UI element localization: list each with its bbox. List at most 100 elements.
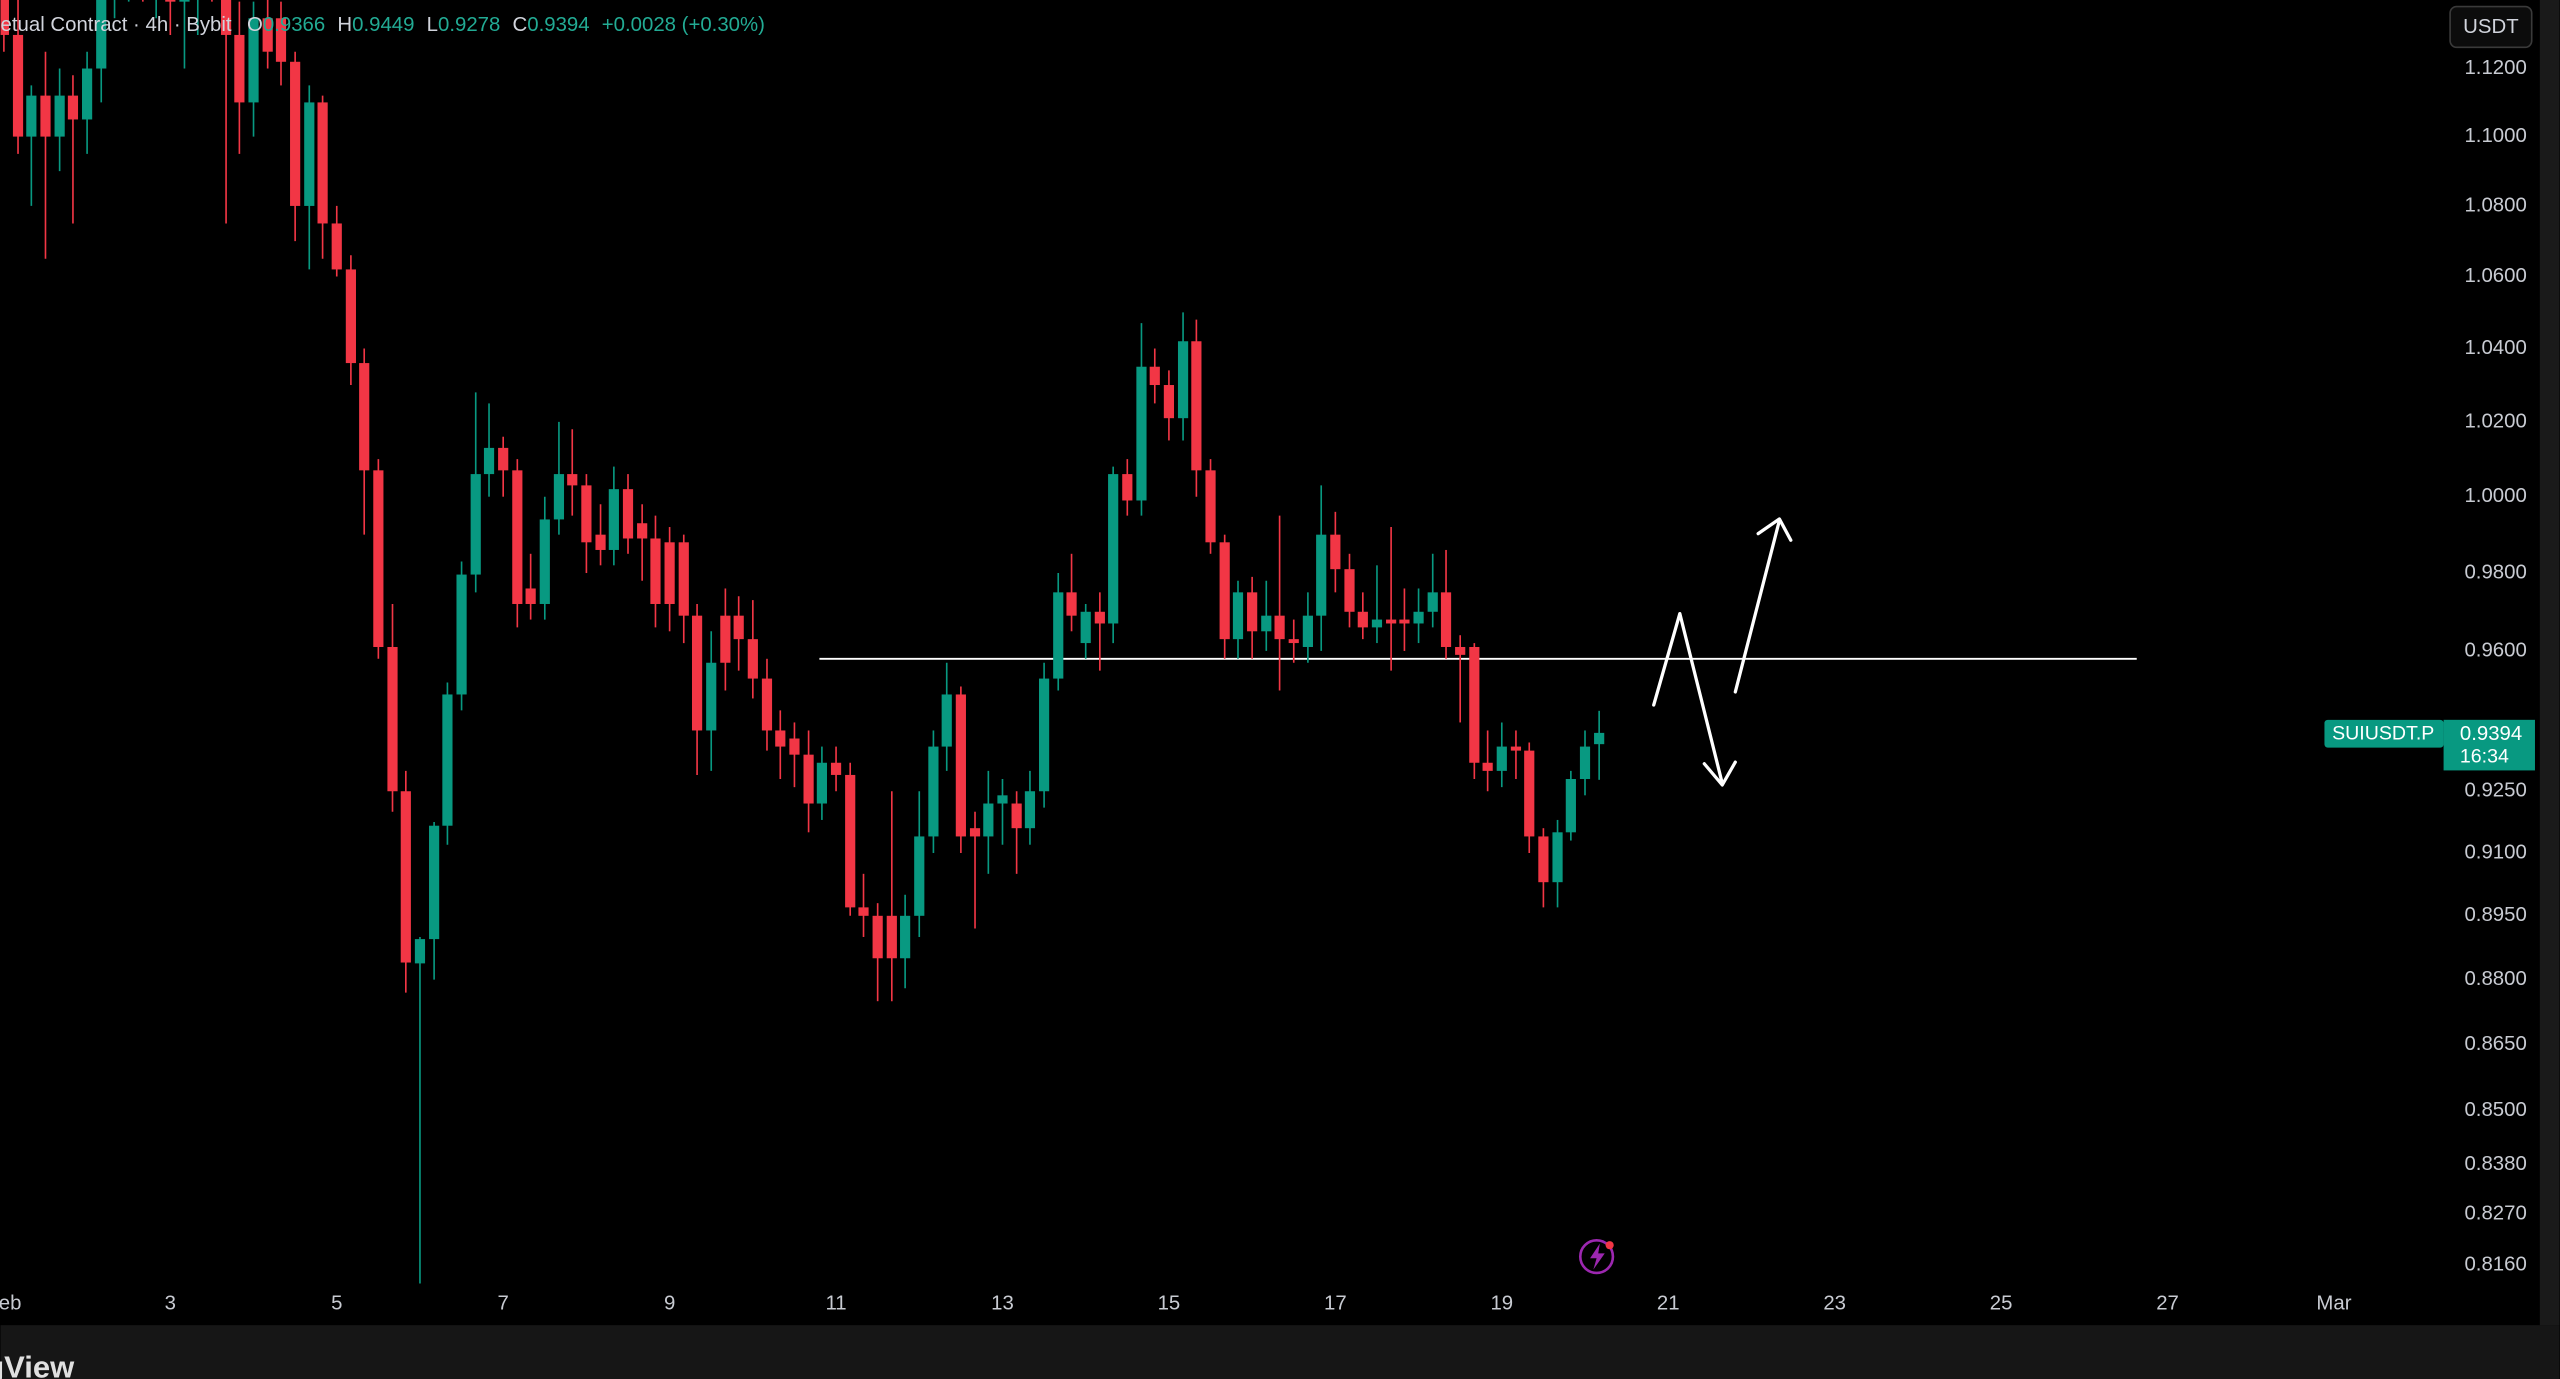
legend-value: 0.9449 — [352, 15, 414, 37]
x-tick-label: Mar — [2316, 1292, 2351, 1314]
candle-body — [345, 269, 356, 364]
x-tick-label: 27 — [2156, 1292, 2179, 1314]
candle-body — [706, 662, 717, 731]
x-tick-label: 15 — [1158, 1292, 1181, 1314]
candle-body — [387, 646, 398, 792]
x-tick-label: 11 — [825, 1292, 846, 1314]
candle-body — [498, 447, 509, 471]
arrowhead — [1702, 760, 1737, 787]
candle-body — [1594, 732, 1605, 745]
candle-body — [1524, 750, 1535, 837]
y-tick-label: 1.0400 — [2464, 337, 2526, 359]
candle-body — [1330, 534, 1341, 570]
drawing-arrows — [1652, 517, 1793, 787]
y-tick-label: 1.0800 — [2464, 194, 2526, 216]
candle-body — [262, 18, 273, 52]
x-tick-label: 19 — [1490, 1292, 1513, 1314]
candle-body — [539, 519, 550, 604]
y-tick-label: 0.8950 — [2464, 904, 2526, 926]
x-tick-label: 21 — [1657, 1292, 1680, 1314]
y-tick-label: 0.8270 — [2464, 1203, 2526, 1225]
candle-body — [789, 738, 800, 755]
candle-body — [1496, 746, 1507, 771]
side-bar — [2539, 0, 2560, 1326]
candle-body — [1094, 611, 1105, 624]
candle-body — [900, 915, 911, 959]
zigzag — [1652, 611, 1724, 785]
currency-button[interactable] — [2449, 5, 2533, 49]
y-tick-label: 0.8380 — [2464, 1153, 2526, 1175]
price-box — [2443, 719, 2535, 771]
legend-label: O — [247, 15, 263, 37]
x-tick-label: 13 — [991, 1292, 1014, 1314]
legend-value: 0.9278 — [438, 15, 500, 37]
symbol-box — [2324, 719, 2444, 748]
legend-change: +0.0028 (+0.30%) — [602, 15, 765, 37]
candle-body — [914, 836, 925, 916]
candle-body — [220, 0, 232, 35]
candle-body — [886, 915, 897, 959]
candle-body — [1288, 639, 1299, 644]
candle-body — [248, 18, 259, 103]
candle-body — [1024, 791, 1036, 829]
y-tick-label: 1.0200 — [2464, 410, 2526, 432]
candle-body — [54, 95, 65, 137]
footer-bar — [0, 1325, 2560, 1379]
candle-body — [1455, 646, 1466, 655]
candle-body — [414, 939, 426, 964]
x-tick-label: 17 — [1324, 1292, 1347, 1314]
currency-label: USDT — [2463, 16, 2518, 38]
candle-body — [1413, 611, 1424, 624]
candle-body — [483, 447, 495, 475]
symbol-label: SUIUSDT.P — [2332, 723, 2434, 745]
candle-body — [969, 828, 981, 837]
x-tick-label: 23 — [1823, 1292, 1846, 1314]
candle-body — [1122, 474, 1133, 501]
candle-body — [761, 678, 773, 731]
candle-body — [1482, 762, 1493, 771]
candle-body — [1149, 366, 1160, 386]
candle-body — [803, 754, 814, 804]
title: etual Contract · 4h · Bybit — [1, 15, 232, 37]
y-tick-label: 0.9600 — [2464, 639, 2526, 661]
candle-body — [1302, 615, 1313, 647]
y-tick-label: 0.8160 — [2464, 1253, 2526, 1275]
alert-icon[interactable] — [1578, 1238, 1615, 1275]
candle-body — [275, 18, 287, 62]
y-tick-label: 1.0000 — [2464, 485, 2526, 507]
icon-ring — [1578, 1238, 1615, 1275]
y-tick-label: 0.8500 — [2464, 1099, 2526, 1121]
candle-body — [179, 0, 190, 2]
candle-body — [733, 615, 744, 640]
candle-body — [983, 803, 994, 837]
candle-body — [525, 588, 536, 604]
candle-body — [678, 542, 689, 616]
legend-label: H — [337, 15, 352, 37]
candle-body — [567, 474, 578, 486]
candle-body — [26, 95, 37, 137]
candle-body — [0, 0, 9, 35]
candle-body — [40, 95, 51, 137]
candle-body — [1469, 646, 1480, 763]
candle-body — [1538, 836, 1549, 883]
y-tick-label: 0.9250 — [2464, 780, 2526, 802]
y-tick-label: 0.9100 — [2464, 841, 2526, 863]
icon-bolt — [1590, 1243, 1605, 1270]
candle-body — [317, 102, 328, 224]
x-tick-label: 7 — [498, 1292, 509, 1314]
candle-body — [553, 474, 565, 520]
arrowhead — [1756, 517, 1793, 542]
candle-body — [1399, 619, 1410, 624]
candle-body — [1386, 619, 1397, 624]
candle-body — [12, 34, 24, 137]
candle-body — [775, 730, 786, 747]
candle-body — [1552, 832, 1563, 883]
candle-body — [82, 68, 93, 120]
candle-body — [1344, 569, 1355, 612]
candle-body — [456, 574, 467, 695]
icon-dot — [1605, 1241, 1614, 1250]
candle-body — [304, 102, 315, 206]
candle-body — [608, 489, 619, 550]
candle-body — [816, 762, 827, 804]
